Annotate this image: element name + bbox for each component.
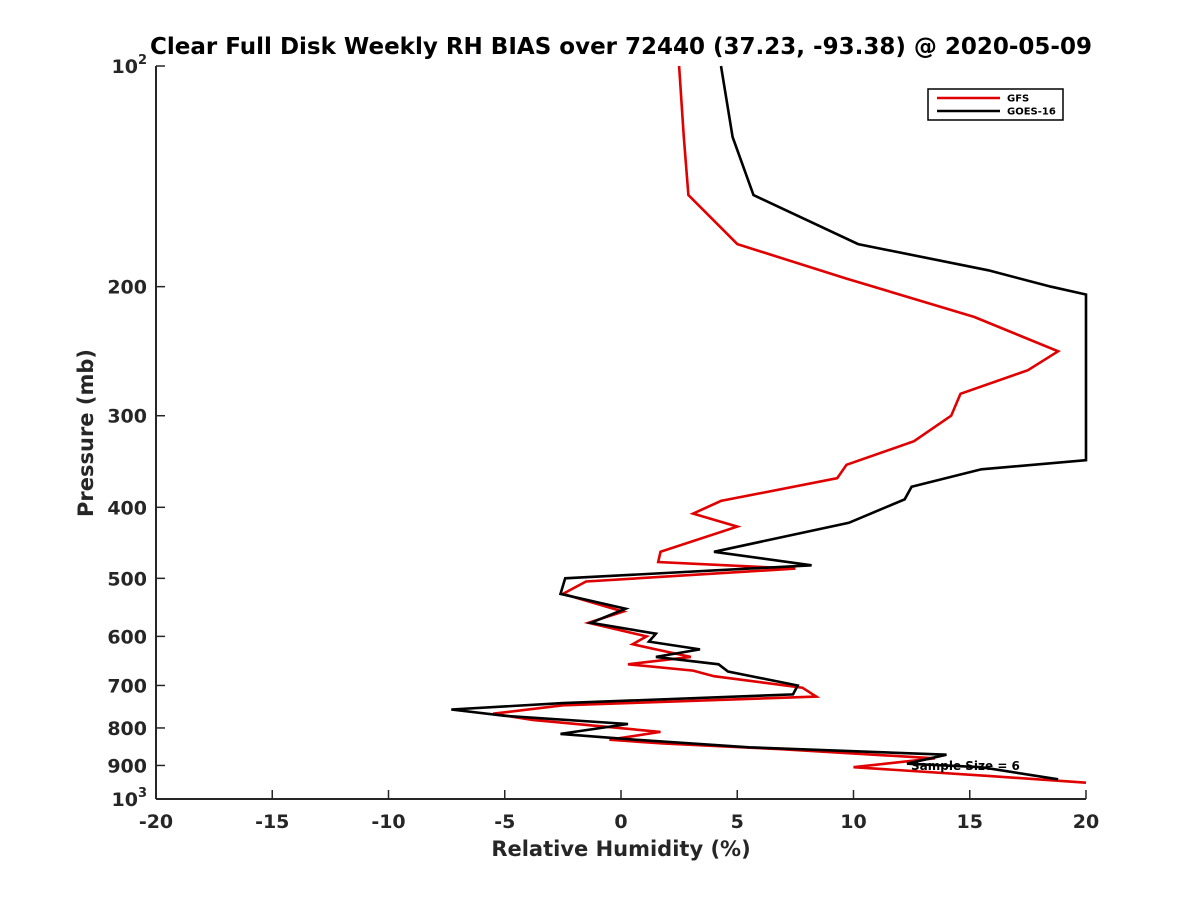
- y-tick-label: 200: [107, 277, 147, 299]
- x-axis-ticks: -20 -15 -10 -5 0 5 10 15 20: [139, 790, 1099, 833]
- legend-label-gfs: GFS: [1007, 94, 1029, 105]
- y-axis-ticks: 102 200 300 400 500 600 700 800 900 103: [107, 53, 165, 811]
- y-tick-label: 700: [107, 675, 147, 697]
- series-line-goes16: [451, 65, 1088, 781]
- x-tick-label: 20: [1073, 811, 1099, 833]
- y-tick-label: 600: [107, 626, 147, 648]
- legend: GFS GOES-16: [927, 88, 1064, 121]
- x-axis-label: Relative Humidity (%): [491, 837, 750, 861]
- x-tick-label: 10: [840, 811, 866, 833]
- x-tick-label: -5: [494, 811, 515, 833]
- series-line-gfs: [492, 65, 1087, 784]
- plot-area-frame: [156, 66, 1086, 799]
- x-tick-label: 15: [957, 811, 983, 833]
- legend-label-goes16: GOES-16: [1007, 107, 1056, 118]
- y-tick-label: 103: [112, 786, 148, 811]
- y-tick-label: 900: [107, 755, 147, 777]
- x-tick-label: 0: [614, 811, 627, 833]
- y-tick-label: 500: [107, 568, 147, 590]
- x-tick-label: 5: [731, 811, 744, 833]
- x-tick-label: -15: [255, 811, 289, 833]
- chart-title: Clear Full Disk Weekly RH BIAS over 7244…: [150, 34, 1092, 60]
- y-tick-label: 800: [107, 718, 147, 740]
- x-tick-label: -20: [139, 811, 173, 833]
- y-tick-label: 400: [107, 497, 147, 519]
- y-axis-label: Pressure (mb): [74, 349, 98, 517]
- x-tick-label: -10: [371, 811, 405, 833]
- series-layer: [451, 65, 1088, 784]
- sample-size-annotation: Sample Size = 6: [911, 759, 1020, 773]
- legend-box: [927, 88, 1064, 121]
- y-tick-label: 300: [107, 406, 147, 428]
- y-tick-label: 102: [112, 53, 148, 78]
